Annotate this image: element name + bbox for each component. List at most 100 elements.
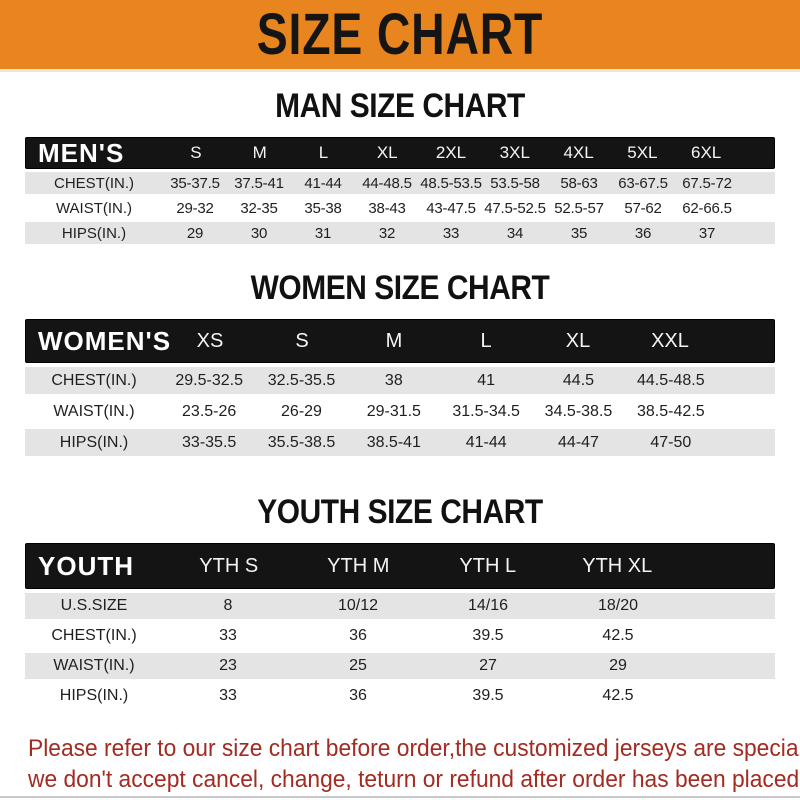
cell-value: 33 (442, 224, 460, 242)
cell-value: 35.5-38.5 (267, 433, 336, 451)
cell-value: 29 (186, 224, 204, 242)
cell-value: 53.5-58 (490, 174, 540, 192)
table-row: WAIST(IN.) 23.5-26 26-29 29-31.5 31.5-34.5 34… (25, 398, 775, 425)
size-table-header-bar: WOMEN'S XS S M L XL XXL (25, 319, 775, 363)
cell-value: 29.5-32.5 (175, 371, 243, 389)
cell-value: 29 (609, 657, 627, 674)
cell-value: 44.5 (562, 371, 595, 389)
cell-value: 29-31.5 (366, 402, 421, 420)
column-header: YTH M (327, 554, 390, 577)
cell-value: 32-35 (240, 199, 278, 217)
cell-value: 67.5-72 (682, 174, 732, 192)
column-header: M (252, 143, 267, 162)
column-header: S (295, 329, 309, 352)
column-header: XS (196, 329, 224, 352)
youth-size-chart-section: YOUTH SIZE CHART YOUTH YTH S YTH M YTH L YTH… (0, 494, 800, 709)
cell-value: 44.5-48.5 (637, 371, 705, 389)
column-header: M (385, 329, 403, 352)
column-header: YTH S (199, 554, 259, 577)
table-row: HIPS(IN.) 29 30 31 32 33 34 35 36 37 (25, 222, 775, 244)
cell-value: 33 (219, 687, 237, 704)
disclaimer-line-2: we don't accept cancel, change, teturn o… (28, 766, 800, 793)
table-row: WAIST(IN.) 29-32 32-35 35-38 38-43 43-47.5 47.… (25, 197, 775, 219)
row-label: CHEST(IN.) (51, 627, 137, 644)
table-row: CHEST(IN.) 35-37.5 37.5-41 41-44 44-48.5 48.5… (25, 172, 775, 194)
cell-value: 43-47.5 (426, 199, 476, 217)
table-row: HIPS(IN.) 33-35.5 35.5-38.5 38.5-41 41-44 44-… (25, 429, 775, 456)
cell-value: 36 (634, 224, 652, 242)
cell-value: 32 (378, 224, 396, 242)
cell-value: 42.5 (602, 627, 634, 644)
cell-value: 23.5-26 (182, 402, 237, 420)
cell-value: 34.5-38.5 (544, 402, 613, 420)
table-row: CHEST(IN.) 29.5-32.5 32.5-35.5 38 41 44.5 44.5… (25, 367, 775, 394)
cell-value: 36 (349, 627, 367, 644)
table-row: HIPS(IN.) 33 36 39.5 42.5 (25, 683, 775, 709)
column-header: YTH L (459, 554, 517, 577)
row-label: HIPS(IN.) (59, 687, 129, 704)
column-header: 5XL (627, 143, 658, 162)
cell-value: 44-48.5 (362, 174, 412, 192)
column-header: YTH XL (582, 554, 653, 577)
cell-value: 47-50 (650, 433, 692, 451)
table-corner-label: YOUTH (38, 550, 134, 581)
disclaimer-text: Please refer to our size chart before or… (28, 733, 800, 795)
youth-chart-title: YOUTH SIZE CHART (257, 493, 543, 531)
row-label: U.S.SIZE (60, 597, 128, 614)
cell-value: 33-35.5 (182, 433, 237, 451)
cell-value: 25 (349, 657, 367, 674)
size-table-header-bar: YOUTH YTH S YTH M YTH L YTH XL (25, 543, 775, 589)
table-corner-label: MEN'S (38, 137, 125, 168)
cell-value: 52.5-57 (554, 199, 604, 217)
cell-value: 57-62 (624, 199, 662, 217)
banner-title: SIZE CHART (256, 2, 544, 67)
row-label: CHEST(IN.) (51, 371, 137, 389)
size-table-header-bar: MEN'S S M L XL 2XL 3XL 4XL 5XL 6XL (25, 137, 775, 169)
cell-value: 62-66.5 (682, 199, 732, 217)
cell-value: 18/20 (597, 597, 639, 614)
cell-value: 26-29 (281, 402, 322, 420)
cell-value: 29-32 (176, 199, 214, 217)
cell-value: 27 (479, 657, 497, 674)
cell-value: 36 (349, 687, 367, 704)
men-size-chart-section: MAN SIZE CHART MEN'S S M L XL 2XL 3XL 4XL 5XL 6XL… (0, 88, 800, 244)
cell-value: 38.5-41 (366, 433, 421, 451)
column-header: L (480, 329, 492, 352)
row-label: WAIST(IN.) (53, 657, 135, 674)
table-row: U.S.SIZE 8 10/12 14/16 18/20 (25, 593, 775, 619)
column-header: 3XL (499, 143, 530, 162)
column-header: 2XL (435, 143, 467, 162)
cell-value: 37 (698, 224, 716, 242)
cell-value: 10/12 (337, 597, 379, 614)
men-size-table: MEN'S S M L XL 2XL 3XL 4XL 5XL 6XL CHEST(IN.) 35-37… (25, 137, 775, 244)
cell-value: 42.5 (602, 687, 634, 704)
cell-value: 48.5-53.5 (420, 174, 482, 192)
column-header: S (190, 143, 202, 162)
cell-value: 39.5 (472, 627, 504, 644)
women-chart-title: WOMEN SIZE CHART (250, 269, 550, 307)
cell-value: 38 (384, 371, 403, 389)
cell-value: 23 (219, 657, 237, 674)
cell-value: 38.5-42.5 (637, 402, 705, 420)
women-size-table: WOMEN'S XS S M L XL XXL CHEST(IN.) 29.5-32.5 32.5… (25, 319, 775, 456)
cell-value: 41 (477, 371, 496, 389)
table-row: WAIST(IN.) 23 25 27 29 (25, 653, 775, 679)
cell-value: 33 (219, 627, 237, 644)
cell-value: 41-44 (304, 174, 342, 192)
cell-value: 39.5 (472, 687, 504, 704)
cell-value: 35-38 (304, 199, 342, 217)
cell-value: 35-37.5 (170, 174, 220, 192)
cell-value: 63-67.5 (618, 174, 668, 192)
youth-size-table: YOUTH YTH S YTH M YTH L YTH XL U.S.SIZE 8 10/12… (25, 543, 775, 709)
cell-value: 8 (223, 597, 233, 614)
column-header: XXL (651, 329, 689, 352)
cell-value: 58-63 (560, 174, 598, 192)
row-label: HIPS(IN.) (59, 433, 129, 451)
row-label: WAIST(IN.) (53, 402, 135, 420)
men-chart-title: MAN SIZE CHART (275, 87, 525, 125)
cell-value: 31 (314, 224, 332, 242)
cell-value: 32.5-35.5 (267, 371, 336, 389)
column-header: 6XL (691, 143, 722, 162)
women-size-chart-section: WOMEN SIZE CHART WOMEN'S XS S M L XL XXL CHEST(… (0, 270, 800, 456)
cell-value: 34 (506, 224, 524, 242)
